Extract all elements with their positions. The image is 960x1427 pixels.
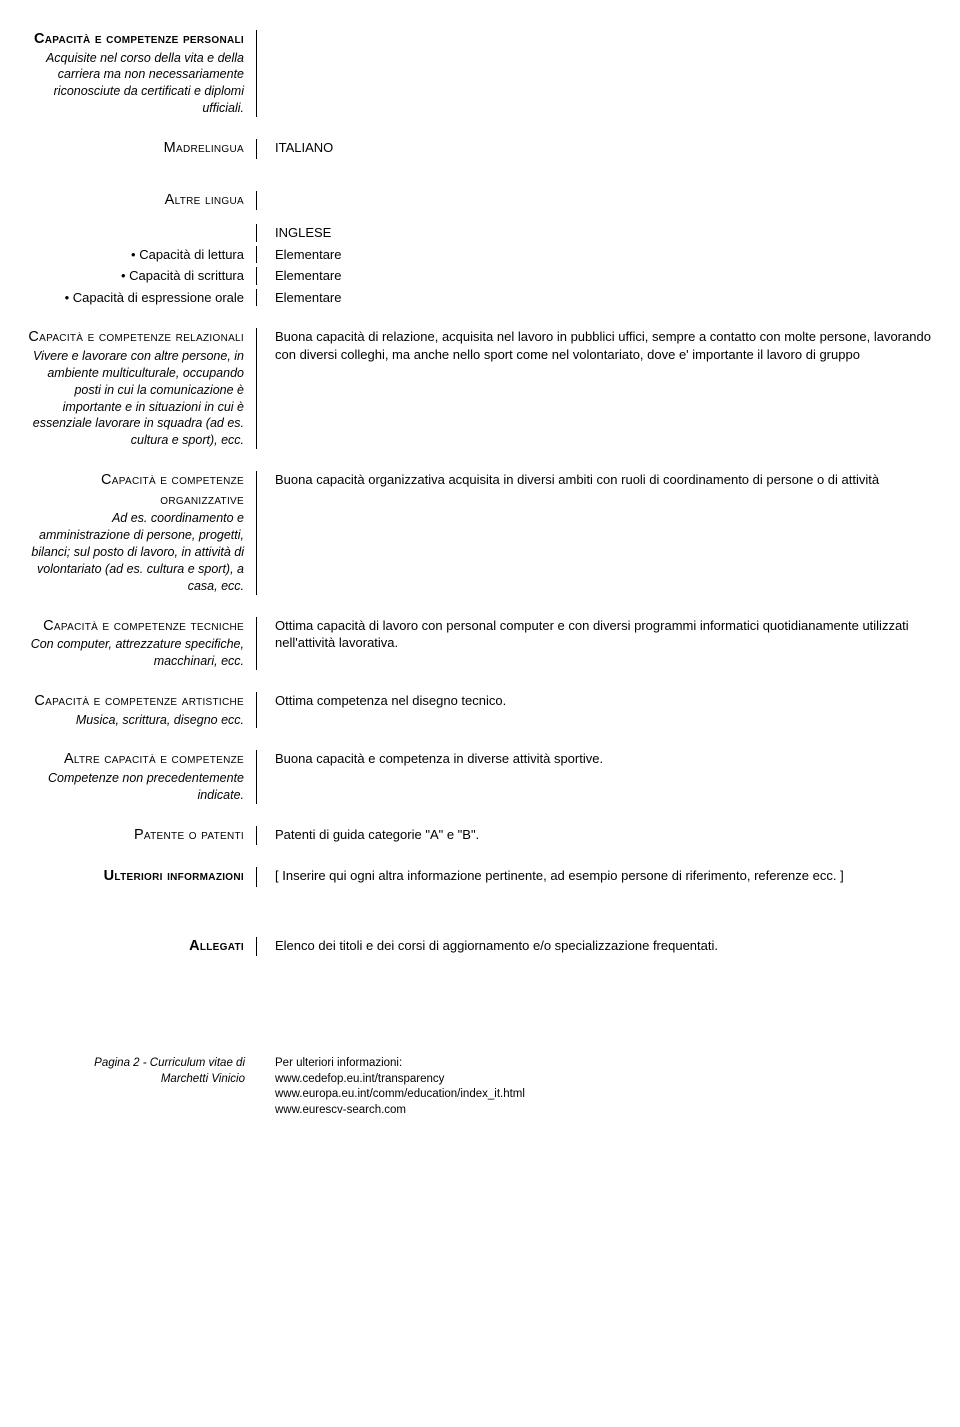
writing-label: • Capacità di scrittura (25, 267, 244, 285)
reading-label: • Capacità di lettura (25, 246, 244, 264)
mother-tongue-label: Madrelingua (25, 139, 244, 159)
writing-value: Elementare (275, 267, 935, 285)
relational-title: Capacità e competenze relazionali (25, 328, 244, 348)
organizational-desc: Ad es. coordinamento e amministrazione d… (25, 510, 244, 594)
artistic-value: Ottima competenza nel disegno tecnico. (275, 692, 935, 710)
attachments-value: Elenco dei titoli e dei corsi di aggiorn… (275, 937, 935, 955)
attachments-title: Allegati (25, 937, 244, 957)
footer-url2: www.europa.eu.int/comm/education/index_i… (275, 1087, 935, 1103)
technical-desc: Con computer, attrezzature specifiche, m… (25, 636, 244, 670)
personal-skills-desc: Acquisite nel corso della vita e della c… (25, 50, 244, 118)
language-name: INGLESE (275, 224, 935, 242)
artistic-title: Capacità e competenze artistiche (25, 692, 244, 712)
technical-title: Capacità e competenze tecniche (25, 617, 244, 637)
license-value: Patenti di guida categorie "A" e "B". (275, 826, 935, 844)
speaking-label: • Capacità di espressione orale (25, 289, 244, 307)
speaking-value: Elementare (275, 289, 935, 307)
organizational-value: Buona capacità organizzativa acquisita i… (275, 471, 935, 489)
technical-value: Ottima capacità di lavoro con personal c… (275, 617, 935, 652)
relational-desc: Vivere e lavorare con altre persone, in … (25, 348, 244, 449)
mother-tongue-value: ITALIANO (275, 139, 935, 157)
other-skills-desc: Competenze non precedentemente indicate. (25, 770, 244, 804)
footer-url1: www.cedefop.eu.int/transparency (275, 1072, 935, 1088)
footer-info-label: Per ulteriori informazioni: (275, 1056, 935, 1072)
personal-skills-title: Capacità e competenze personali (25, 30, 244, 50)
organizational-title: Capacità e competenze organizzative (25, 471, 244, 510)
footer-page-info-2: Marchetti Vinicio (25, 1072, 245, 1088)
footer-url3: www.eurescv-search.com (275, 1103, 935, 1119)
artistic-desc: Musica, scrittura, disegno ecc. (25, 712, 244, 729)
license-title: Patente o patenti (25, 826, 244, 846)
footer-page-info-1: Pagina 2 - Curriculum vitae di (25, 1056, 245, 1072)
other-languages-label: Altre lingua (25, 191, 244, 211)
reading-value: Elementare (275, 246, 935, 264)
relational-value: Buona capacità di relazione, acquisita n… (275, 328, 935, 363)
other-skills-value: Buona capacità e competenza in diverse a… (275, 750, 935, 768)
other-skills-title: Altre capacità e competenze (25, 750, 244, 770)
additional-info-title: Ulteriori informazioni (25, 867, 244, 887)
additional-info-value: [ Inserire qui ogni altra informazione p… (275, 867, 935, 885)
